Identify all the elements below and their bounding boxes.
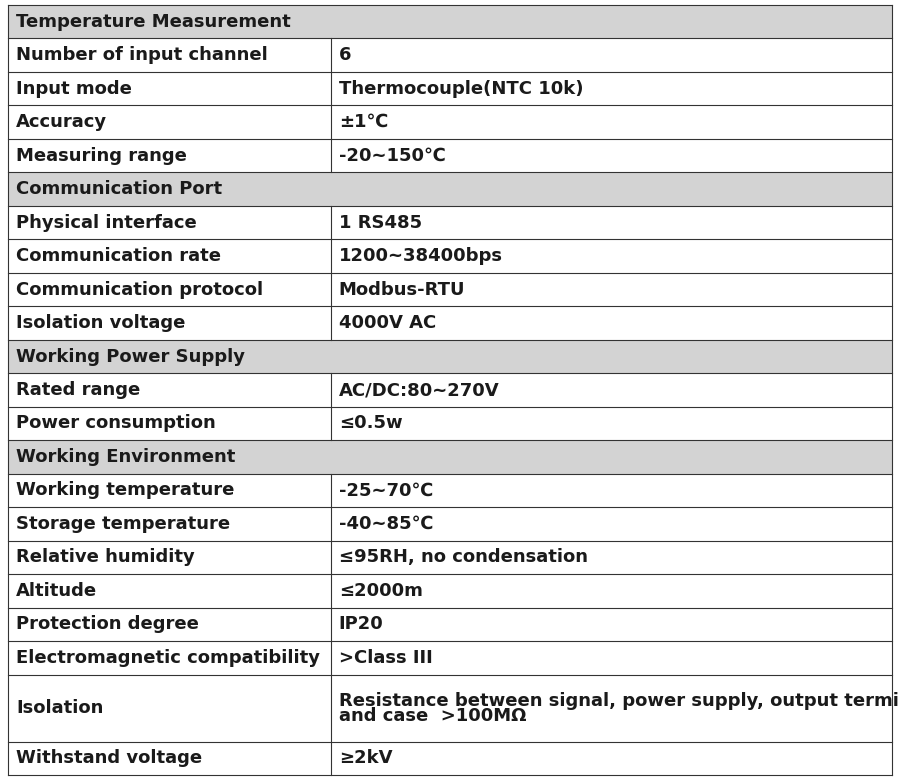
- Bar: [8, 38, 330, 72]
- Bar: [330, 608, 892, 641]
- Text: Protection degree: Protection degree: [16, 615, 199, 633]
- Text: ≤95RH, no condensation: ≤95RH, no condensation: [338, 548, 588, 566]
- Text: Rated range: Rated range: [16, 381, 140, 399]
- Text: 6: 6: [338, 46, 351, 64]
- Bar: [330, 273, 892, 307]
- Text: 1 RS485: 1 RS485: [338, 214, 422, 232]
- Text: 1200~38400bps: 1200~38400bps: [338, 247, 503, 265]
- Text: Isolation voltage: Isolation voltage: [16, 314, 185, 332]
- Bar: [8, 105, 330, 139]
- Bar: [8, 641, 330, 675]
- Text: Measuring range: Measuring range: [16, 147, 187, 165]
- Text: >Class III: >Class III: [338, 649, 432, 667]
- Bar: [8, 374, 330, 406]
- Bar: [330, 72, 892, 105]
- Text: IP20: IP20: [338, 615, 383, 633]
- Text: Thermocouple(NTC 10k): Thermocouple(NTC 10k): [338, 80, 583, 98]
- Bar: [330, 307, 892, 340]
- Text: Number of input channel: Number of input channel: [16, 46, 268, 64]
- Bar: [330, 641, 892, 675]
- Bar: [8, 473, 330, 507]
- Bar: [330, 239, 892, 273]
- Text: Isolation: Isolation: [16, 699, 104, 717]
- Bar: [8, 172, 892, 206]
- Text: Communication rate: Communication rate: [16, 247, 221, 265]
- Text: Relative humidity: Relative humidity: [16, 548, 194, 566]
- Text: and case  >100MΩ: and case >100MΩ: [338, 707, 526, 725]
- Bar: [330, 473, 892, 507]
- Text: ±1℃: ±1℃: [338, 113, 388, 131]
- Bar: [330, 675, 892, 742]
- Bar: [330, 541, 892, 574]
- Bar: [330, 206, 892, 239]
- Text: ≤2000m: ≤2000m: [338, 582, 422, 600]
- Bar: [8, 139, 330, 172]
- Text: Withstand voltage: Withstand voltage: [16, 750, 202, 768]
- Text: Working Environment: Working Environment: [16, 448, 236, 466]
- Bar: [8, 206, 330, 239]
- Text: 4000V AC: 4000V AC: [338, 314, 436, 332]
- Text: Accuracy: Accuracy: [16, 113, 107, 131]
- Bar: [330, 742, 892, 775]
- Bar: [330, 507, 892, 541]
- Text: -40~85℃: -40~85℃: [338, 515, 433, 533]
- Bar: [330, 105, 892, 139]
- Bar: [330, 574, 892, 608]
- Bar: [8, 440, 892, 473]
- Bar: [330, 374, 892, 406]
- Bar: [8, 273, 330, 307]
- Text: Working Power Supply: Working Power Supply: [16, 348, 245, 366]
- Text: Communication protocol: Communication protocol: [16, 281, 263, 299]
- Bar: [330, 406, 892, 440]
- Bar: [8, 675, 330, 742]
- Text: Physical interface: Physical interface: [16, 214, 197, 232]
- Text: Temperature Measurement: Temperature Measurement: [16, 12, 291, 30]
- Bar: [8, 742, 330, 775]
- Text: Storage temperature: Storage temperature: [16, 515, 230, 533]
- Text: Modbus-RTU: Modbus-RTU: [338, 281, 465, 299]
- Text: -25~70℃: -25~70℃: [338, 481, 433, 499]
- Bar: [8, 406, 330, 440]
- Bar: [8, 574, 330, 608]
- Bar: [8, 340, 892, 374]
- Bar: [8, 5, 892, 38]
- Bar: [8, 541, 330, 574]
- Bar: [8, 608, 330, 641]
- Text: -20~150℃: -20~150℃: [338, 147, 446, 165]
- Text: ≤0.5w: ≤0.5w: [338, 414, 402, 432]
- Text: Input mode: Input mode: [16, 80, 132, 98]
- Text: Power consumption: Power consumption: [16, 414, 216, 432]
- Bar: [8, 72, 330, 105]
- Text: Electromagnetic compatibility: Electromagnetic compatibility: [16, 649, 320, 667]
- Text: AC/DC:80~270V: AC/DC:80~270V: [338, 381, 500, 399]
- Bar: [8, 307, 330, 340]
- Bar: [330, 139, 892, 172]
- Bar: [8, 239, 330, 273]
- Bar: [8, 507, 330, 541]
- Text: ≥2kV: ≥2kV: [338, 750, 392, 768]
- Bar: [330, 38, 892, 72]
- Text: Working temperature: Working temperature: [16, 481, 234, 499]
- Text: Altitude: Altitude: [16, 582, 97, 600]
- Text: Resistance between signal, power supply, output terminals: Resistance between signal, power supply,…: [338, 692, 900, 710]
- Text: Communication Port: Communication Port: [16, 180, 222, 198]
